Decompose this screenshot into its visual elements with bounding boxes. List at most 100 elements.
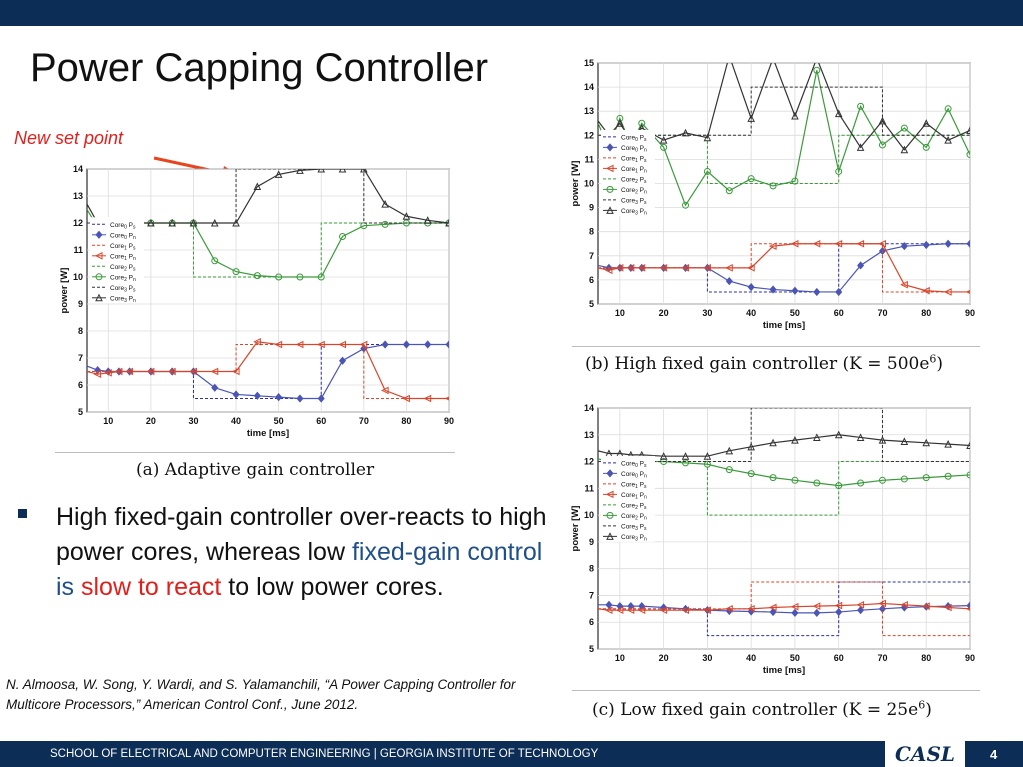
data-point [813, 433, 821, 441]
y-tick-label: 10 [584, 179, 594, 189]
data-point [944, 472, 952, 480]
data-point [726, 57, 732, 59]
legend-label: Core3 Ps [110, 285, 136, 294]
series-line [87, 341, 449, 400]
y-tick-label: 10 [73, 272, 83, 282]
x-tick-label: 70 [359, 416, 369, 426]
data-point [922, 119, 931, 127]
data-point [317, 169, 326, 173]
y-tick-label: 6 [78, 380, 83, 390]
legend-label: Core0 Ps [621, 134, 647, 143]
data-point [966, 441, 970, 449]
series-core1-pn [598, 599, 970, 614]
x-tick-label: 60 [316, 416, 326, 426]
reference-citation: N. Almoosa, W. Song, Y. Wardi, and S. Ya… [6, 677, 516, 712]
data-point [791, 436, 799, 444]
data-point [922, 474, 930, 482]
y-tick-label: 11 [584, 483, 594, 493]
data-point [659, 452, 668, 460]
data-point [381, 220, 389, 228]
data-point [900, 601, 908, 609]
data-point [660, 143, 668, 151]
data-point [681, 128, 690, 137]
data-point [966, 471, 970, 479]
slide-title: Power Capping Controller [30, 46, 489, 90]
data-point [966, 126, 970, 134]
data-point [168, 218, 176, 227]
y-tick-label: 12 [73, 218, 83, 228]
data-point [445, 340, 449, 349]
data-point [339, 233, 347, 240]
data-point [791, 177, 799, 185]
legend-marker [605, 490, 614, 499]
legend-label: Core2 Pn [621, 513, 647, 522]
data-point [659, 606, 668, 614]
data-point [296, 394, 304, 403]
y-tick-label: 9 [78, 299, 83, 309]
data-point [922, 438, 931, 447]
x-tick-label: 40 [746, 308, 756, 318]
data-point [769, 438, 777, 447]
data-point [856, 601, 865, 609]
data-point [381, 199, 389, 208]
data-point [604, 266, 613, 275]
data-point [317, 394, 325, 403]
x-axis-label: time [ms] [247, 428, 289, 439]
data-point [424, 340, 432, 349]
data-point [317, 340, 325, 349]
data-point [253, 182, 262, 191]
data-point [232, 390, 240, 399]
legend-label: Core1 Pn [621, 492, 647, 501]
legend-marker [95, 293, 103, 302]
legend-label: Core3 Ps [621, 523, 647, 532]
data-point [747, 470, 755, 478]
data-point [638, 119, 646, 127]
data-point [857, 479, 865, 487]
data-point [423, 394, 432, 403]
data-point [878, 239, 886, 248]
data-point [770, 57, 776, 61]
data-point [922, 602, 930, 610]
data-point [604, 606, 613, 614]
legend-label: Core1 Pn [110, 253, 136, 261]
data-point [835, 287, 843, 297]
data-point [747, 283, 755, 292]
y-tick-label: 12 [584, 457, 594, 467]
series-core0-pn [598, 600, 970, 617]
data-point [725, 466, 733, 474]
data-point [114, 367, 123, 376]
data-point [359, 340, 368, 349]
y-tick-label: 13 [584, 430, 594, 440]
legend-marker [606, 143, 614, 152]
legend-marker [606, 206, 614, 214]
chart-c-caption: (c) Low fixed gain controller (K = 25e6) [592, 698, 932, 720]
x-tick-label: 30 [188, 416, 198, 426]
y-tick-label: 10 [584, 510, 594, 520]
data-point [791, 286, 799, 295]
y-tick-label: 14 [73, 164, 83, 174]
legend-marker [606, 511, 614, 519]
data-point [900, 280, 908, 289]
x-tick-label: 20 [659, 308, 669, 318]
data-point [943, 288, 952, 296]
series-core3-pn [598, 430, 970, 460]
x-tick-label: 30 [702, 653, 712, 663]
data-point [922, 240, 930, 250]
y-tick-label: 7 [78, 353, 83, 363]
data-point [878, 141, 886, 149]
series-core1-ps [598, 243, 970, 293]
data-point [769, 474, 777, 482]
data-point [615, 264, 624, 272]
data-point [615, 606, 624, 614]
data-point [275, 393, 283, 402]
y-tick-label: 8 [589, 227, 594, 237]
y-tick-label: 8 [78, 326, 83, 336]
data-point [922, 143, 930, 151]
x-tick-label: 90 [965, 308, 975, 318]
data-point [812, 602, 821, 610]
data-point [274, 340, 283, 349]
data-point [616, 119, 624, 127]
chart-b-caption: (b) High fixed gain controller (K = 500e… [585, 352, 944, 374]
data-point [125, 367, 134, 376]
